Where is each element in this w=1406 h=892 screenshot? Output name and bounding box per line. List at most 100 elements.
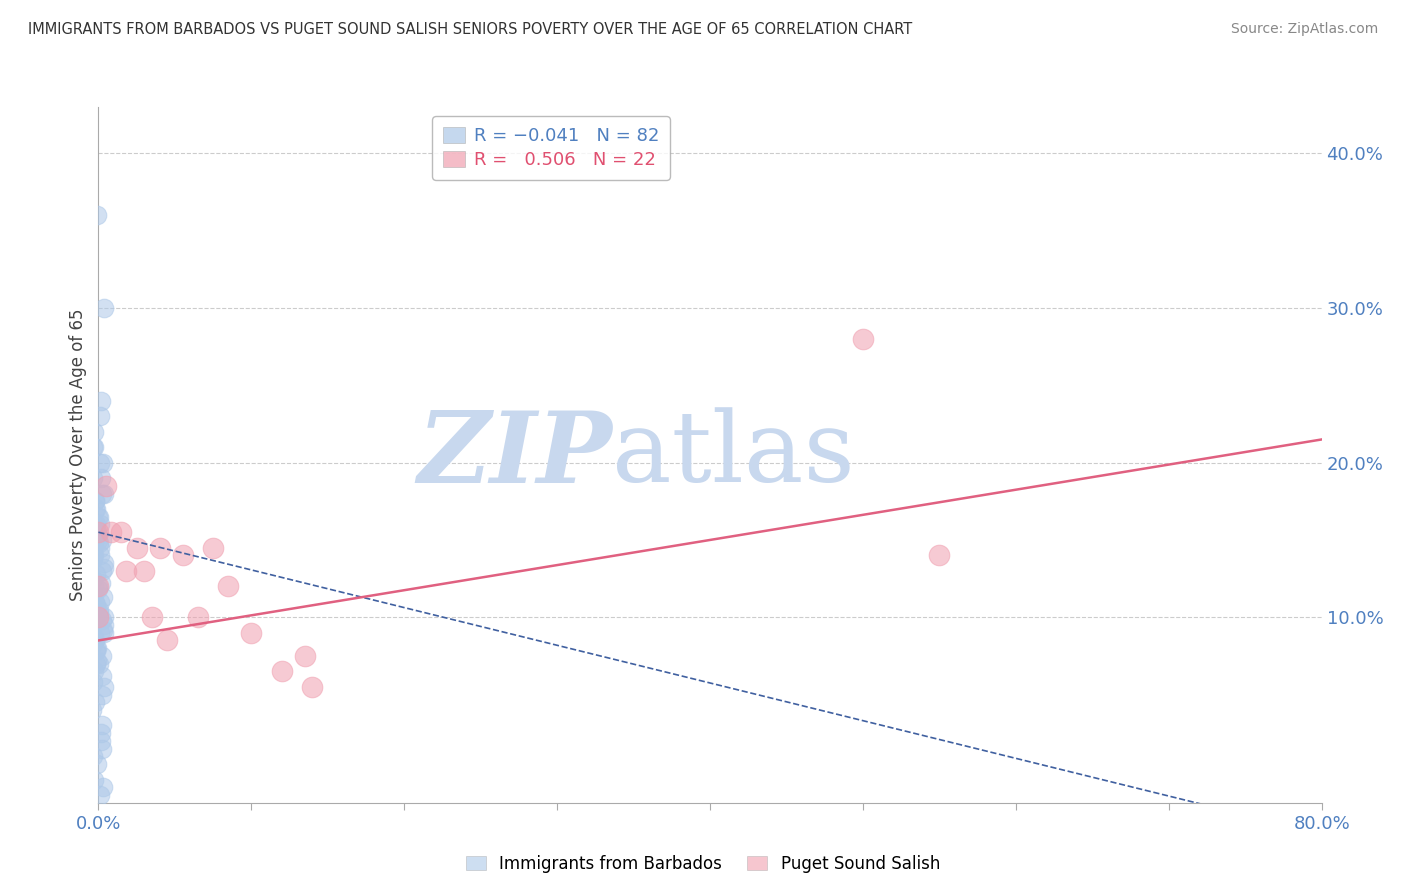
Point — [172, 549, 194, 563]
Point — [83, 579, 105, 593]
Point — [89, 549, 111, 563]
Point — [84, 525, 107, 540]
Point — [91, 780, 114, 795]
Point — [301, 680, 323, 694]
Point — [84, 595, 107, 609]
Point — [270, 665, 292, 679]
Legend: R = −0.041   N = 82, R =   0.506   N = 22: R = −0.041 N = 82, R = 0.506 N = 22 — [432, 116, 669, 179]
Text: IMMIGRANTS FROM BARBADOS VS PUGET SOUND SALISH SENIORS POVERTY OVER THE AGE OF 6: IMMIGRANTS FROM BARBADOS VS PUGET SOUND … — [28, 22, 912, 37]
Point — [93, 556, 115, 570]
Point — [83, 533, 105, 547]
Point — [90, 688, 112, 702]
Point — [93, 625, 115, 640]
Point — [90, 393, 112, 408]
Point — [82, 636, 104, 650]
Point — [91, 486, 114, 500]
Point — [82, 629, 104, 643]
Point — [83, 772, 105, 787]
Point — [93, 680, 115, 694]
Point — [87, 657, 110, 671]
Point — [86, 208, 108, 222]
Point — [89, 788, 111, 802]
Point — [100, 525, 122, 540]
Point — [87, 525, 110, 540]
Point — [82, 572, 104, 586]
Point — [84, 517, 107, 532]
Point — [83, 494, 105, 508]
Point — [84, 644, 107, 658]
Point — [90, 726, 112, 740]
Point — [83, 549, 105, 563]
Point — [87, 610, 110, 624]
Point — [91, 456, 114, 470]
Point — [82, 587, 104, 601]
Point — [240, 625, 263, 640]
Point — [82, 440, 104, 454]
Point — [83, 517, 105, 532]
Point — [89, 409, 111, 424]
Point — [84, 566, 107, 581]
Point — [84, 502, 107, 516]
Point — [91, 669, 114, 683]
Point — [82, 551, 104, 566]
Point — [852, 332, 875, 346]
Point — [86, 579, 108, 593]
Point — [87, 536, 110, 550]
Point — [83, 633, 105, 648]
Point — [91, 564, 114, 578]
Point — [82, 543, 104, 558]
Point — [86, 641, 108, 656]
Point — [83, 665, 105, 679]
Point — [93, 618, 115, 632]
Point — [156, 633, 179, 648]
Point — [91, 623, 114, 637]
Point — [110, 525, 132, 540]
Point — [87, 582, 110, 597]
Point — [82, 675, 104, 690]
Point — [83, 502, 105, 516]
Point — [187, 610, 209, 624]
Point — [217, 579, 239, 593]
Text: atlas: atlas — [612, 407, 855, 503]
Point — [90, 741, 112, 756]
Y-axis label: Seniors Poverty Over the Age of 65: Seniors Poverty Over the Age of 65 — [69, 309, 87, 601]
Point — [83, 494, 105, 508]
Point — [141, 610, 163, 624]
Point — [83, 440, 105, 454]
Point — [90, 533, 112, 547]
Text: Source: ZipAtlas.com: Source: ZipAtlas.com — [1230, 22, 1378, 37]
Legend: Immigrants from Barbados, Puget Sound Salish: Immigrants from Barbados, Puget Sound Sa… — [460, 848, 946, 880]
Point — [91, 648, 114, 663]
Point — [125, 541, 148, 555]
Point — [91, 718, 114, 732]
Point — [87, 606, 110, 620]
Point — [86, 757, 108, 772]
Point — [90, 734, 112, 748]
Point — [89, 595, 111, 609]
Point — [134, 564, 156, 578]
Point — [89, 517, 111, 532]
Point — [83, 610, 105, 624]
Point — [93, 486, 115, 500]
Point — [89, 456, 111, 470]
Point — [93, 590, 115, 604]
Point — [84, 641, 107, 656]
Point — [82, 471, 104, 485]
Point — [202, 541, 225, 555]
Point — [87, 579, 110, 593]
Point — [82, 703, 104, 717]
Point — [84, 598, 107, 612]
Point — [83, 695, 105, 709]
Point — [149, 541, 172, 555]
Text: ZIP: ZIP — [418, 407, 612, 503]
Point — [86, 654, 108, 668]
Point — [294, 648, 316, 663]
Point — [86, 525, 108, 540]
Point — [84, 657, 107, 671]
Point — [87, 509, 110, 524]
Point — [93, 610, 115, 624]
Point — [90, 613, 112, 627]
Point — [89, 625, 111, 640]
Point — [94, 479, 117, 493]
Point — [82, 749, 104, 764]
